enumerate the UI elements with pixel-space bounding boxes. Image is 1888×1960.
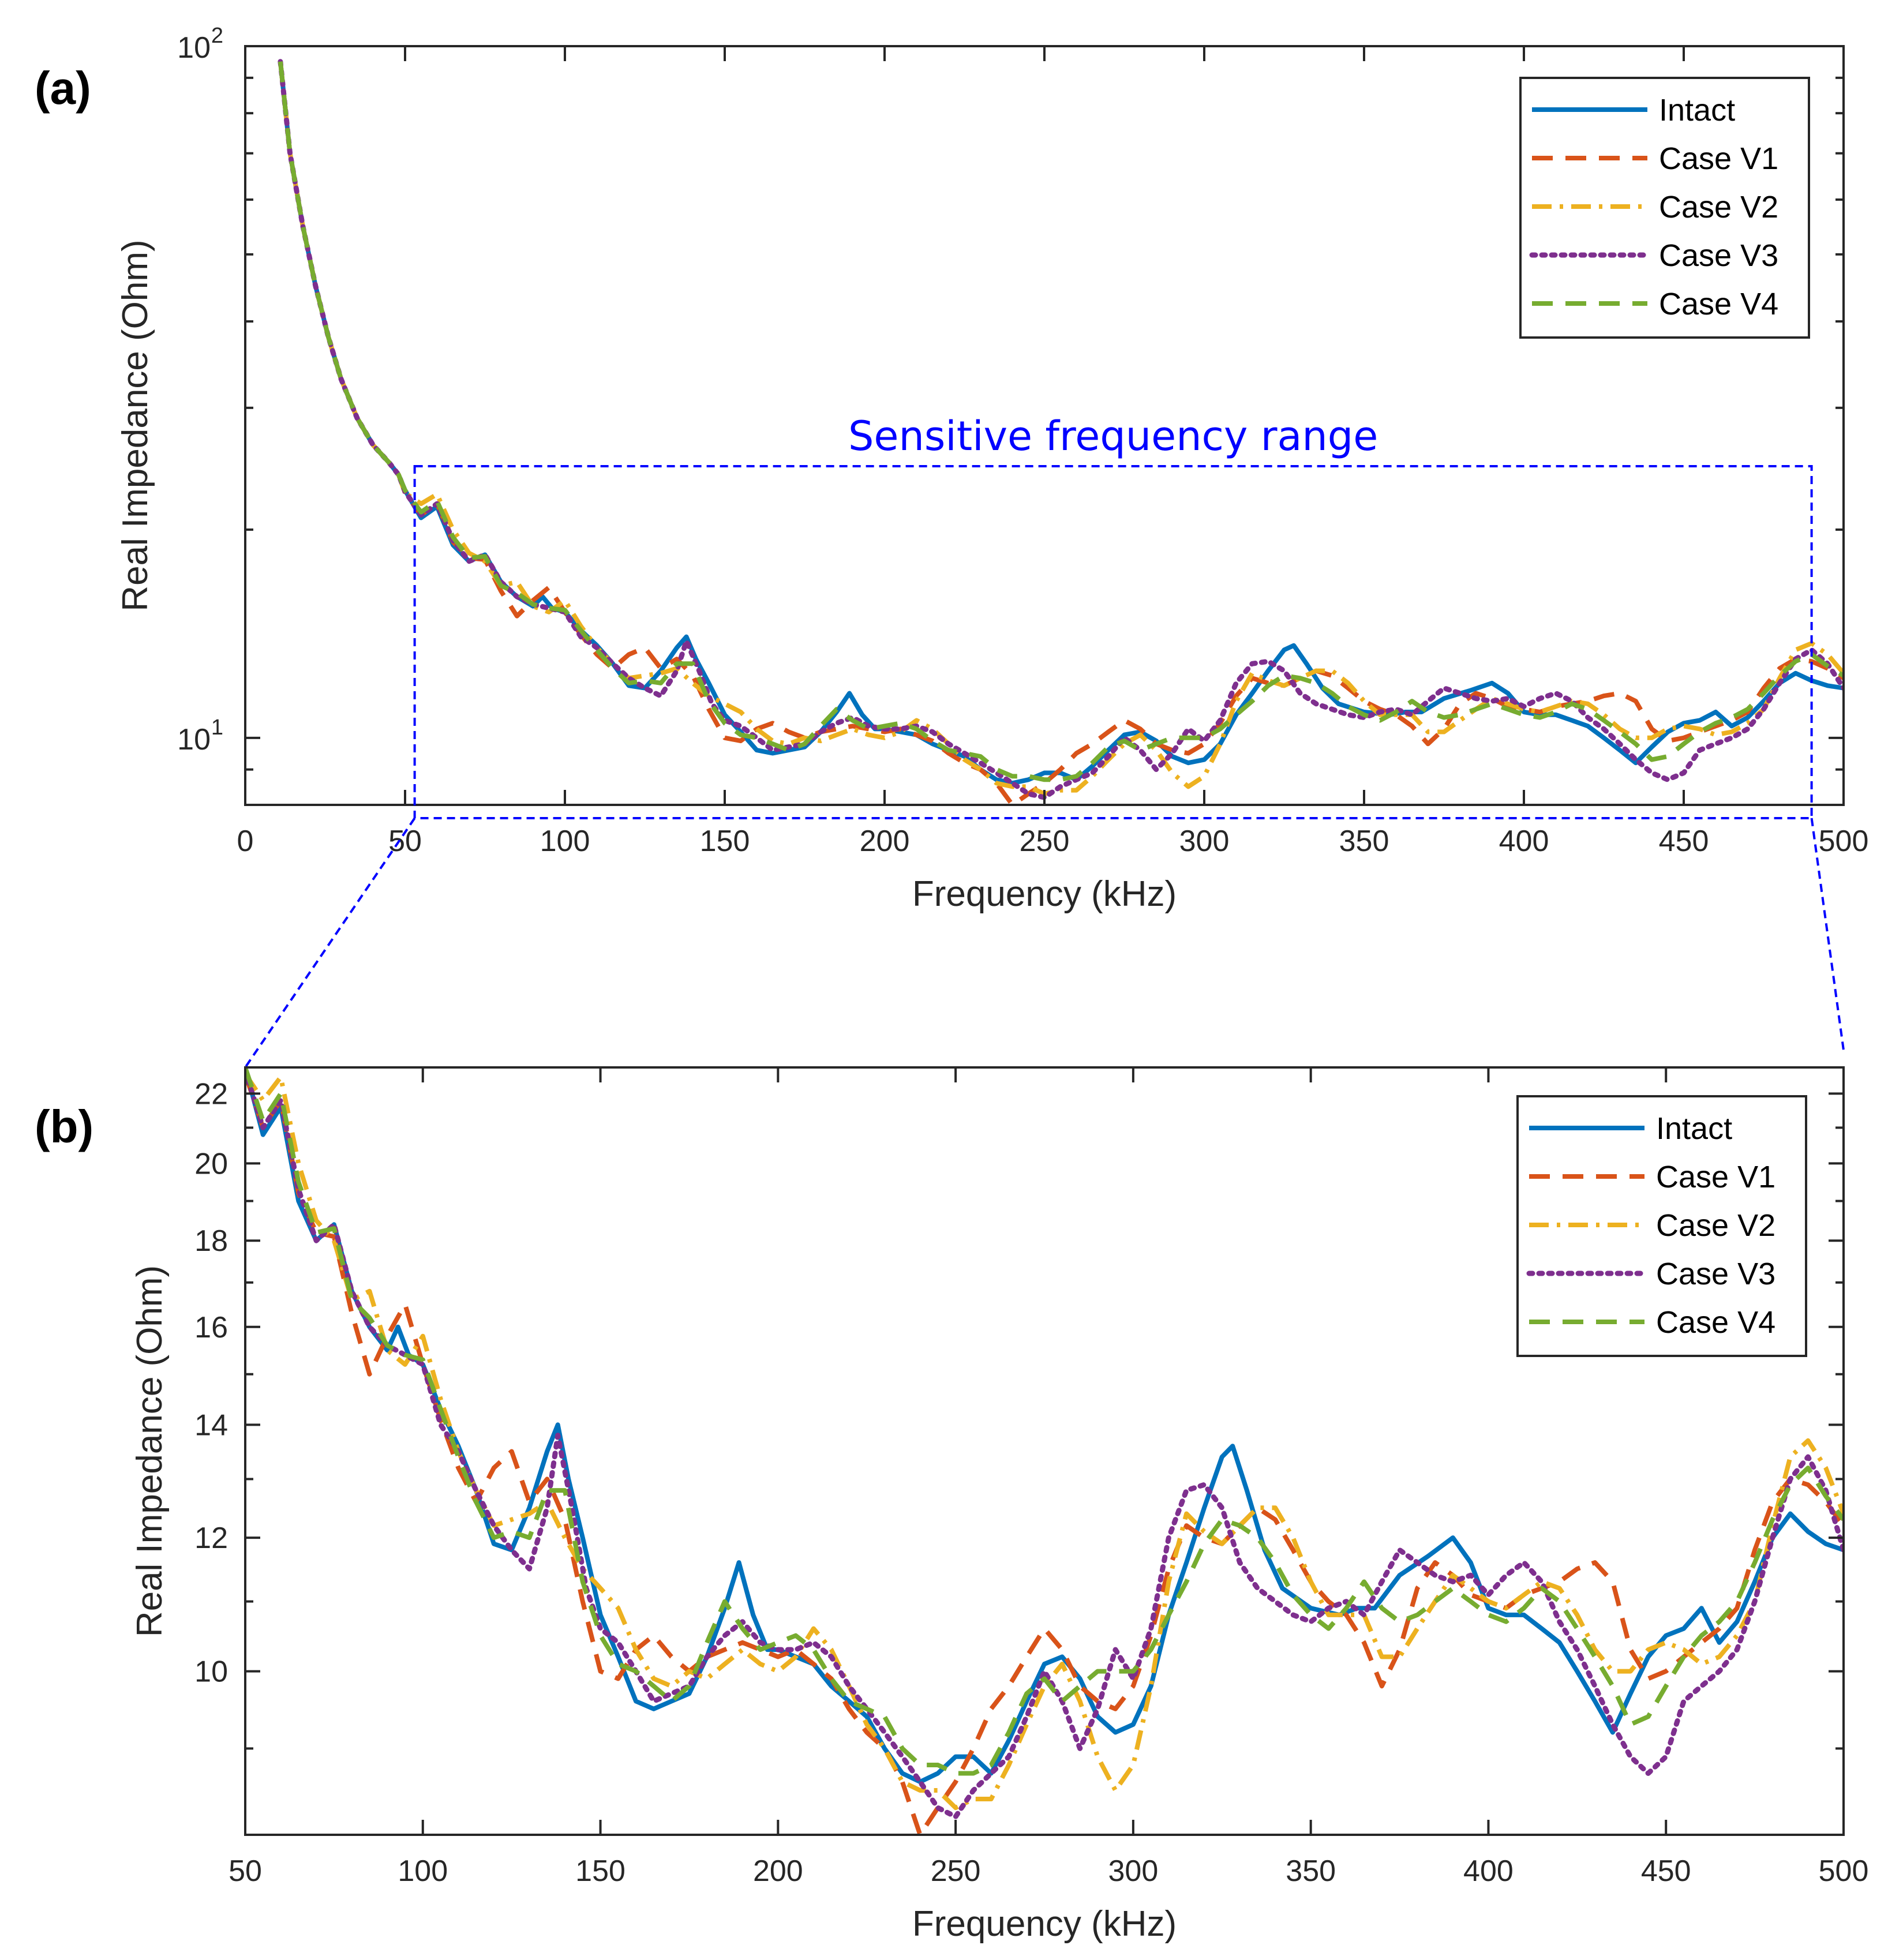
panel-b-x-tick-label: 150 [575,1854,625,1888]
sensitive-range-box [413,465,1813,819]
legend-label-case-v3: Case V3 [1659,238,1778,273]
panel-b-y-tick-label: 18 [194,1224,228,1258]
panel-b-label: (b) [35,1101,93,1152]
panel-b: (b) 50 100 150 200 250 300 350 400 450 500 10 12 14 1… [35,1066,1868,1944]
panel-a-x-tick-label: 400 [1499,825,1549,858]
panel-b-series-intact [245,1067,1844,1785]
legend-box [1516,1095,1807,1357]
panel-b-y-tick-label: 22 [194,1077,228,1111]
panel-b-x-tick-label: 50 [228,1854,262,1888]
panel-a-x-tick-label: 450 [1659,825,1709,858]
panel-b-series-case-v3 [245,1068,1844,1820]
panel-a-label: (a) [35,62,91,114]
panel-b-x-tick-label: 200 [753,1854,803,1888]
legend-label-intact: Intact [1656,1111,1732,1146]
legend-label-intact: Intact [1659,93,1735,128]
panel-b-y-tick-label: 12 [194,1521,228,1555]
panel-b-x-tick-label: 400 [1463,1854,1514,1888]
legend-label-case-v4: Case V4 [1659,287,1778,321]
panel-b-x-tick-label: 500 [1819,1854,1869,1888]
legend-label-case-v1: Case V1 [1659,141,1778,176]
panel-a-ticks: 0 50 100 150 200 250 300 350 400 450 500 101 102 [177,24,1868,858]
legend-box [1519,77,1810,339]
panel-a-y-tick-label: 101 [177,715,223,756]
zoom-connector-left [244,817,416,1069]
panel-a-legend: Intact Case V1 Case V2 Case V3 Case V4 [1519,77,1810,339]
legend-label-case-v2: Case V2 [1656,1208,1775,1243]
panel-a-series-case-v4 [278,61,1844,782]
panel-b-legend: Intact Case V1 Case V2 Case V3 Case V4 [1516,1095,1807,1357]
panel-b-x-tick-label: 450 [1641,1854,1691,1888]
panel-a-x-axis-label: Frequency (kHz) [912,874,1177,914]
panel-a: (a) 0 50 100 150 200 250 300 350 400 450 500 101 102… [35,24,1868,914]
panel-a-x-tick-label: 200 [860,825,910,858]
panel-b-series-case-v1 [245,1073,1844,1835]
legend-label-case-v3: Case V3 [1656,1257,1775,1291]
panel-a-y-tick-label: 102 [177,24,223,65]
panel-b-y-axis-label: Real Impedance (Ohm) [130,1265,170,1637]
panel-a-x-tick-label: 250 [1020,825,1070,858]
panel-b-series-case-v4 [245,1067,1844,1776]
panel-a-x-tick-label: 100 [540,825,590,858]
panel-b-x-axis-label: Frequency (kHz) [912,1904,1177,1944]
panel-b-x-tick-label: 250 [931,1854,981,1888]
panel-b-series-case-v2 [245,1072,1844,1811]
legend-label-case-v2: Case V2 [1659,190,1778,224]
panel-b-x-tick-label: 300 [1108,1854,1159,1888]
sensitive-range-annotation: Sensitive frequency range [848,413,1378,460]
panel-b-x-tick-label: 100 [398,1854,448,1888]
panel-b-ticks: 50 100 150 200 250 300 350 400 450 500 10 12 14 16 18 2… [194,1067,1868,1888]
panel-b-y-tick-label: 10 [194,1655,228,1689]
legend-label-case-v4: Case V4 [1656,1305,1775,1340]
panel-a-x-tick-label: 50 [388,825,422,858]
panel-b-y-tick-label: 14 [194,1408,228,1442]
panel-a-x-tick-label: 0 [237,825,254,858]
panel-a-x-tick-label: 500 [1819,825,1869,858]
panel-a-x-tick-label: 350 [1339,825,1389,858]
panel-b-x-tick-label: 350 [1286,1854,1336,1888]
legend-label-case-v1: Case V1 [1656,1160,1775,1194]
panel-b-y-tick-label: 16 [194,1311,228,1344]
panel-b-axes-frame [244,1066,1845,1836]
panel-a-y-axis-label: Real Impedance (Ohm) [115,239,155,611]
panel-a-x-tick-label: 300 [1179,825,1230,858]
panel-b-y-tick-label: 20 [194,1147,228,1181]
panel-a-x-tick-label: 150 [700,825,750,858]
panel-b-series [245,1067,1844,1835]
